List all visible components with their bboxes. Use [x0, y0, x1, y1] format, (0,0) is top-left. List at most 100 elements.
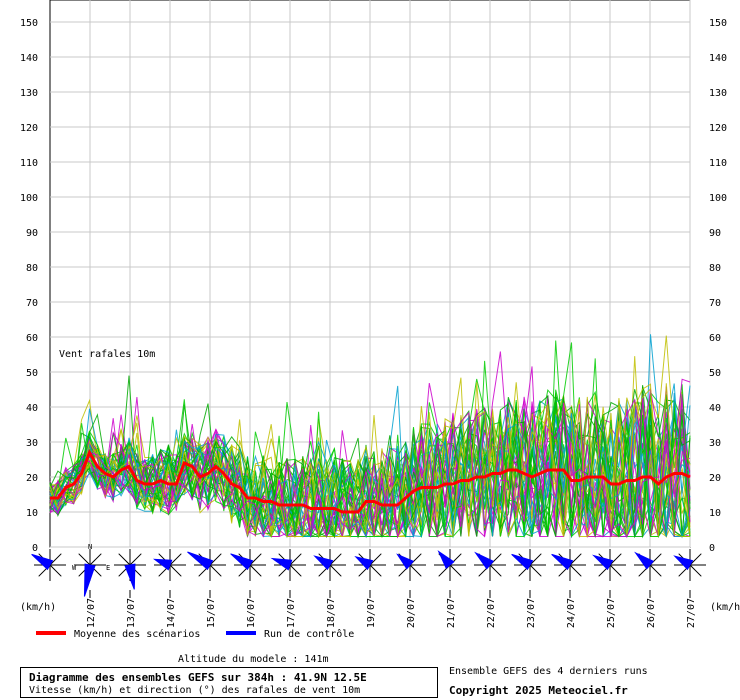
wind-rose [270, 549, 306, 581]
y-tick-label-left: 20 [26, 473, 38, 484]
x-tick-label: 27/07 [686, 598, 697, 628]
x-tick-label: 14/07 [166, 598, 177, 628]
wind-rose [474, 549, 506, 581]
wind-direction-wedge [187, 551, 214, 571]
wind-rose-spoke [569, 553, 582, 566]
y-tick-label-left: 70 [26, 298, 38, 309]
wind-rose-spoke [329, 553, 342, 566]
y-tick-label-left: 50 [26, 368, 38, 379]
wind-rose-spoke [689, 553, 702, 566]
wind-rose-spoke [89, 553, 102, 566]
wind-rose-spoke [289, 564, 302, 577]
compass-west: W [72, 564, 77, 572]
wind-rose-spoke [609, 553, 622, 566]
y-tick-label-left: 80 [26, 263, 38, 274]
wind-rose-spoke [289, 553, 302, 566]
wind-direction-wedge [230, 553, 254, 571]
wind-rose [673, 549, 706, 581]
wind-rose-spoke [169, 553, 182, 566]
wind-rose [394, 549, 426, 581]
wind-rose-spoke [529, 553, 542, 566]
chart-title: Vent rafales 10m [59, 349, 155, 360]
y-axis-ticks: 0 0 10 10 20 20 30 30 40 40 50 50 60 60 70 70 80 80 90 90 10… [20, 18, 727, 554]
wind-rose [114, 549, 146, 590]
wind-roses: N W E [31, 543, 706, 597]
wind-rose [354, 549, 386, 581]
model-altitude: Altitude du modele : 141m [178, 654, 329, 665]
compass-north: N [88, 543, 92, 551]
wind-rose [634, 549, 666, 581]
x-axis-ticks: 12/07 13/07 14/07 15/07 16/07 17/07 18/07 19/07… [86, 590, 697, 628]
wind-direction-wedge [152, 558, 173, 571]
y-tick-label-right: 90 [709, 228, 721, 239]
y-tick-label-left: 60 [26, 333, 38, 344]
wind-rose-spoke [249, 553, 262, 566]
y-tick-label-left: 90 [26, 228, 38, 239]
x-tick-label: 22/07 [486, 598, 497, 628]
y-tick-label-left: 110 [20, 158, 38, 169]
y-tick-label-right: 70 [709, 298, 721, 309]
y-tick-label-right: 10 [709, 508, 721, 519]
ensemble-member-line [49, 400, 691, 538]
y-tick-label-left: 140 [20, 53, 38, 64]
wind-direction-wedge [270, 557, 293, 571]
legend-mean-swatch [36, 631, 66, 635]
mean-series [50, 448, 691, 514]
wind-rose-spoke [569, 564, 582, 577]
y-tick-label-right: 140 [709, 53, 727, 64]
wind-direction-wedge [354, 555, 374, 571]
ensemble-member-line [49, 398, 691, 539]
copyright: Copyright 2025 Meteociel.fr [449, 684, 628, 697]
wind-direction-wedge [437, 550, 455, 570]
y-tick-label-right: 0 [709, 543, 715, 554]
x-tick-label: 25/07 [606, 598, 617, 628]
wind-rose-spoke [249, 564, 262, 577]
wind-rose-spoke [689, 564, 702, 577]
wind-rose-spoke [609, 564, 622, 577]
wind-rose-spoke [329, 564, 342, 577]
wind-direction-wedge [31, 553, 54, 571]
wind-rose-spoke [118, 553, 131, 566]
wind-rose-spoke [409, 564, 422, 577]
wind-rose-spoke [129, 553, 142, 566]
x-tick-label: 12/07 [86, 598, 97, 628]
wind-rose [434, 549, 466, 581]
wind-direction-wedge [83, 563, 96, 597]
wind-direction-wedge [313, 555, 334, 571]
compass-east: E [106, 564, 110, 572]
y-tick-label-right: 60 [709, 333, 721, 344]
wind-rose [511, 549, 546, 581]
ensemble-member-line [49, 386, 690, 537]
wind-rose-spoke [49, 553, 62, 566]
ensemble-member-line [49, 383, 690, 537]
x-tick-label: 13/07 [126, 598, 137, 628]
wind-direction-wedge [124, 563, 136, 590]
x-tick-label: 17/07 [286, 598, 297, 628]
wind-rose-spoke [78, 553, 91, 566]
wind-rose [551, 549, 586, 581]
x-tick-label: 20/07 [406, 598, 417, 628]
wind-rose [230, 549, 266, 581]
y-tick-label-right: 150 [709, 18, 727, 29]
wind-rose-spoke [369, 553, 382, 566]
y-tick-label-left: 0 [32, 543, 38, 554]
wind-direction-wedge [634, 551, 655, 570]
y-unit-right: (km/h) [710, 602, 740, 613]
y-tick-label-right: 50 [709, 368, 721, 379]
wind-direction-wedge [511, 553, 534, 571]
x-tick-label: 26/07 [646, 598, 657, 628]
wind-rose-spoke [529, 564, 542, 577]
info-box: Diagramme des ensembles GEFS sur 384h : … [20, 667, 438, 698]
y-tick-label-right: 130 [709, 88, 727, 99]
x-tick-label: 21/07 [446, 598, 457, 628]
y-tick-label-left: 30 [26, 438, 38, 449]
y-tick-label-left: 10 [26, 508, 38, 519]
y-tick-label-left: 100 [20, 193, 38, 204]
wind-rose [31, 549, 66, 581]
y-tick-label-right: 110 [709, 158, 727, 169]
x-tick-label: 16/07 [246, 598, 257, 628]
x-tick-label: 15/07 [206, 598, 217, 628]
y-tick-label-right: 120 [709, 123, 727, 134]
y-tick-label-right: 100 [709, 193, 727, 204]
y-tick-label-left: 150 [20, 18, 38, 29]
